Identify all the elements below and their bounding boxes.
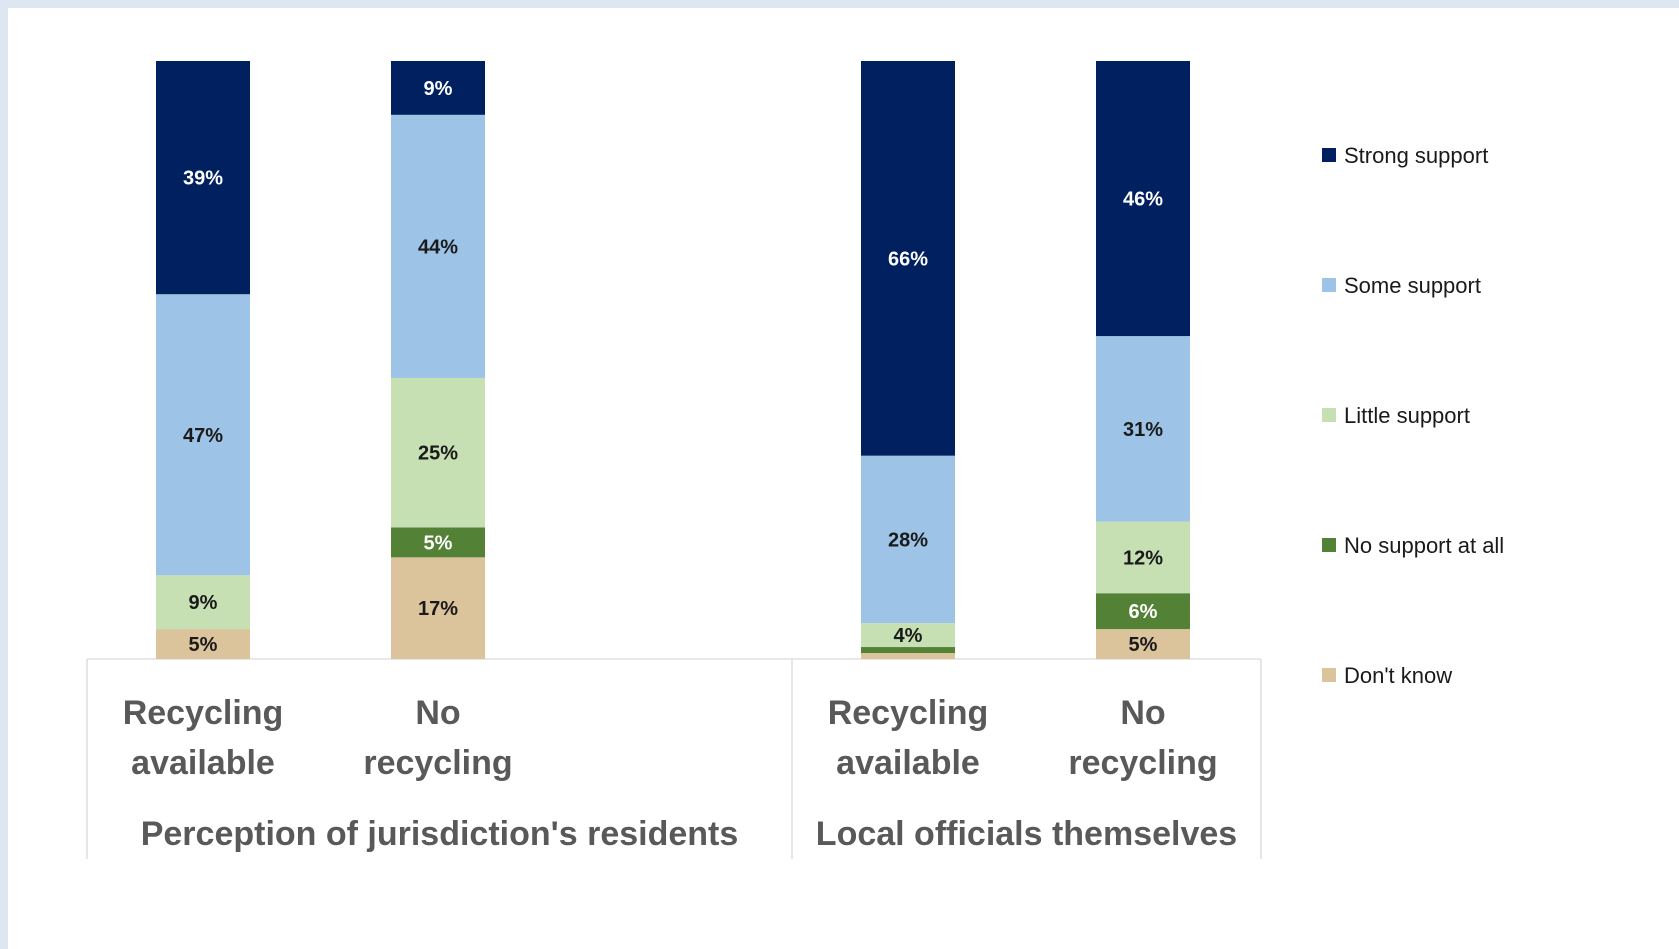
legend-label: No support at all bbox=[1344, 533, 1504, 558]
data-label: 17% bbox=[418, 598, 458, 620]
category-label-line: Recycling bbox=[123, 694, 284, 732]
legend-label: Don't know bbox=[1344, 663, 1452, 688]
bar-segment-strong-support-3 bbox=[861, 61, 955, 456]
group-labels: Perception of jurisdiction's residents Lo… bbox=[141, 815, 1237, 853]
data-label: 9% bbox=[189, 592, 218, 614]
data-label: 5% bbox=[189, 634, 218, 656]
legend-swatch bbox=[1322, 408, 1336, 422]
data-label: 66% bbox=[888, 248, 928, 270]
legend-swatch bbox=[1322, 538, 1336, 552]
bar-segment-don-t-know-3 bbox=[861, 653, 955, 659]
data-labels: 5% 9% 47% 39% 17% 5% 25% 44% 9% 4% 28% 66% 5% 6% 12% 31… bbox=[183, 78, 1163, 656]
category-label-line: Recycling bbox=[828, 694, 989, 732]
legend: Strong support Some support Little support… bbox=[1322, 143, 1504, 688]
data-label: 5% bbox=[424, 532, 453, 554]
data-label: 25% bbox=[418, 443, 458, 465]
bar-segment-some-support-2 bbox=[391, 114, 485, 378]
data-label: 5% bbox=[1129, 634, 1158, 656]
bar-segment-little-support-4 bbox=[1096, 521, 1190, 594]
bar-segment-little-support-3 bbox=[861, 623, 955, 648]
bar-segment-strong-support-4 bbox=[1096, 61, 1190, 337]
data-label: 44% bbox=[418, 236, 458, 258]
legend-swatch bbox=[1322, 668, 1336, 682]
legend-label: Some support bbox=[1344, 273, 1481, 298]
category-axis-frame bbox=[86, 658, 1262, 859]
data-label: 28% bbox=[888, 529, 928, 551]
bar-segment-strong-support-2 bbox=[391, 61, 485, 115]
category-label-line: available bbox=[131, 744, 275, 782]
bar-segment-strong-support-1 bbox=[156, 61, 250, 295]
bar-segment-some-support-4 bbox=[1096, 336, 1190, 522]
category-label: No recycling bbox=[363, 694, 512, 782]
legend-label: Strong support bbox=[1344, 143, 1488, 168]
bar-segment-don-t-know-4 bbox=[1096, 629, 1190, 659]
group-label: Perception of jurisdiction's residents bbox=[141, 815, 739, 853]
legend-swatch bbox=[1322, 278, 1336, 292]
data-label: 4% bbox=[894, 625, 923, 647]
bar-segment-don-t-know-2 bbox=[391, 557, 485, 659]
category-label-line: recycling bbox=[1068, 744, 1217, 782]
data-label: 9% bbox=[424, 78, 453, 100]
group-label: Local officials themselves bbox=[816, 815, 1237, 853]
bar-segment-some-support-1 bbox=[156, 294, 250, 576]
bar-segment-some-support-3 bbox=[861, 455, 955, 624]
bar-segment-little-support-1 bbox=[156, 575, 250, 630]
bar-segment-don-t-know-1 bbox=[156, 629, 250, 659]
data-label: 12% bbox=[1123, 547, 1163, 569]
legend-swatch bbox=[1322, 148, 1336, 162]
data-label: 47% bbox=[183, 425, 223, 447]
data-label: 6% bbox=[1129, 601, 1158, 623]
legend-label: Little support bbox=[1344, 403, 1470, 428]
data-label: 39% bbox=[183, 168, 223, 190]
data-label: 46% bbox=[1123, 189, 1163, 211]
category-label: Recycling available bbox=[123, 694, 284, 782]
category-label-line: No bbox=[415, 694, 460, 732]
stacked-bar-chart: 5% 9% 47% 39% 17% 5% 25% 44% 9% 4% 28% 66% 5% 6% 12% 31… bbox=[86, 61, 1504, 859]
category-label-line: recycling bbox=[363, 744, 512, 782]
bar-segment-no-support-at-all-2 bbox=[391, 527, 485, 558]
bar-segment-no-support-at-all-3 bbox=[861, 647, 955, 654]
bar-segment-no-support-at-all-4 bbox=[1096, 593, 1190, 630]
category-label: No recycling bbox=[1068, 694, 1217, 782]
category-label-line: available bbox=[836, 744, 980, 782]
bar-segment-little-support-2 bbox=[391, 377, 485, 528]
chart-frame: 5% 9% 47% 39% 17% 5% 25% 44% 9% 4% 28% 66% 5% 6% 12% 31… bbox=[8, 8, 1679, 949]
category-label-line: No bbox=[1120, 694, 1165, 732]
bar-stacks bbox=[156, 61, 1190, 659]
data-label: 31% bbox=[1123, 419, 1163, 441]
category-label: Recycling available bbox=[828, 694, 989, 782]
category-labels: Recycling available No recycling Recycling av… bbox=[123, 694, 1218, 782]
